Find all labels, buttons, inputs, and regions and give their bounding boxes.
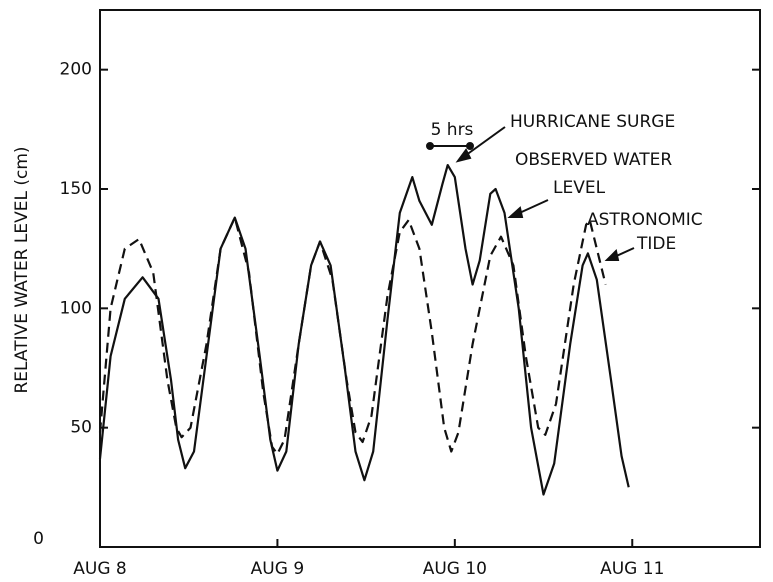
- annotation: LEVEL: [553, 178, 606, 198]
- x-tick-label: AUG 10: [423, 559, 487, 579]
- y-tick-label: 150: [60, 179, 92, 199]
- annotation: ASTRONOMIC: [587, 210, 703, 230]
- x-tick-label: AUG 9: [251, 559, 304, 579]
- annotation-arrows: [426, 126, 635, 261]
- observed-line: [98, 164, 630, 496]
- y-tick-label: 200: [60, 60, 92, 80]
- annotation: 5 hrs: [431, 120, 474, 140]
- annotation: TIDE: [636, 234, 676, 254]
- y-tick-label: 0: [33, 529, 44, 549]
- x-tick-label: AUG 8: [73, 559, 126, 579]
- y-tick-label: 100: [60, 298, 92, 318]
- x-tick-label: AUG 11: [600, 559, 664, 579]
- tide-line: [98, 216, 607, 455]
- annotation: HURRICANE SURGE: [510, 112, 675, 132]
- y-axis-label: RELATIVE WATER LEVEL (cm): [12, 146, 32, 393]
- y-tick-label: 50: [70, 418, 92, 438]
- annotation: OBSERVED WATER: [515, 150, 672, 170]
- plot-frame: [99, 9, 761, 548]
